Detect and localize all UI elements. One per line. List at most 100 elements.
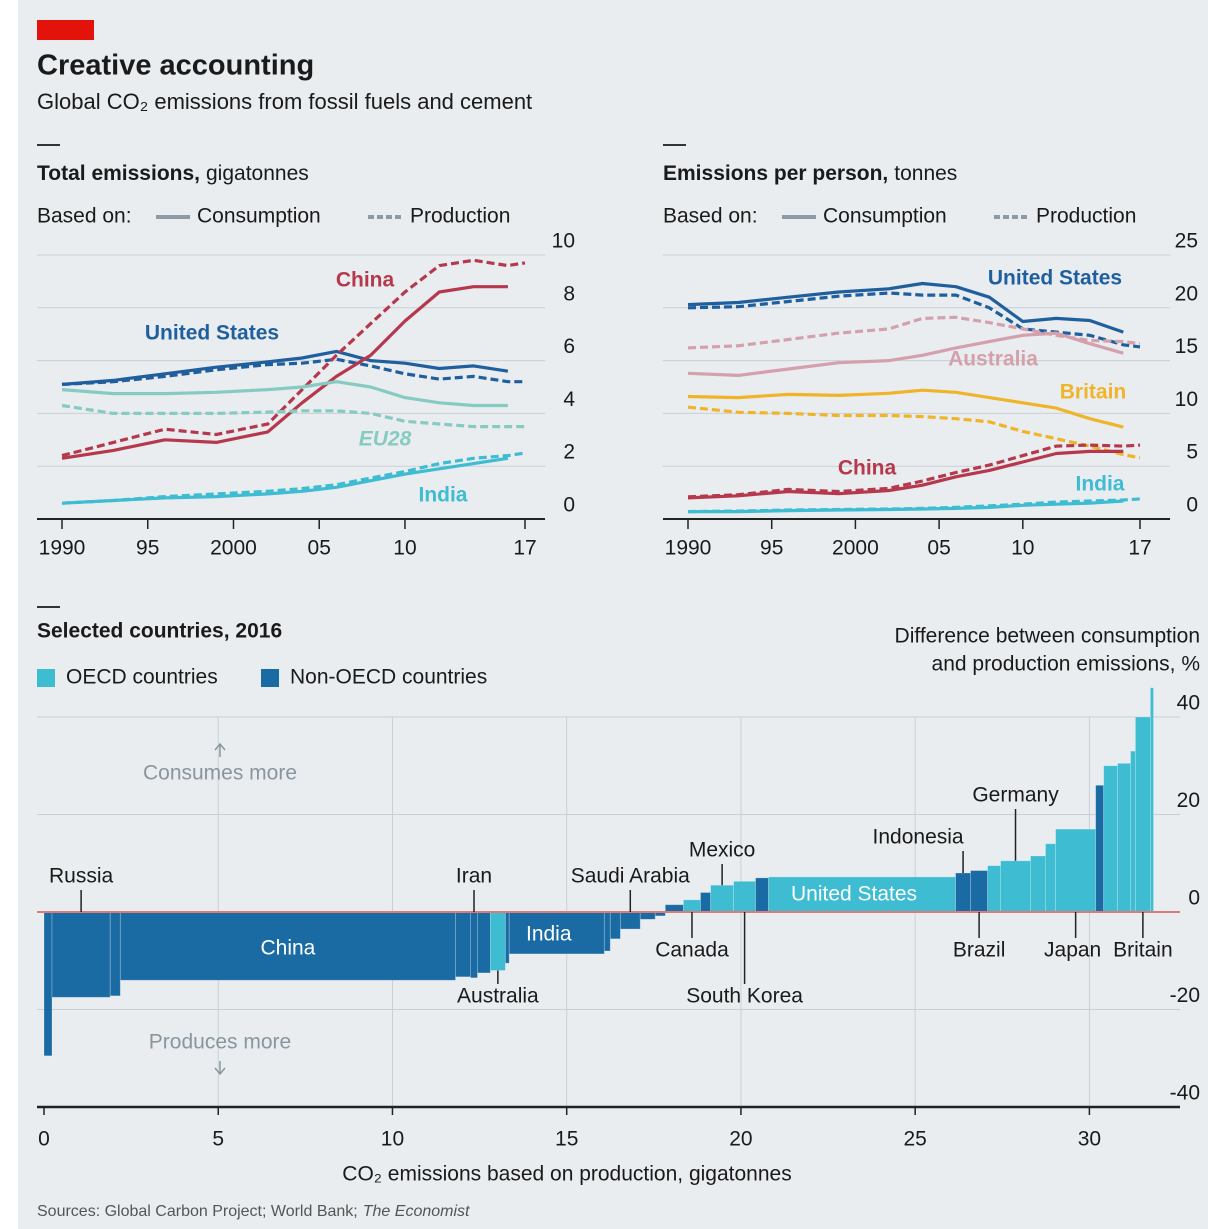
- chart-title-bold: Emissions per person,: [663, 162, 888, 185]
- bar: [1000, 860, 1031, 913]
- x-tick-label: 5: [212, 1128, 224, 1151]
- y-tick-label: 2: [563, 441, 575, 464]
- bar-label-inside: United States: [791, 883, 917, 906]
- bar-label: Saudi Arabia: [571, 865, 690, 888]
- bar: [987, 865, 1001, 913]
- x-tick-label: 05: [927, 537, 950, 560]
- x-tick-label: 10: [393, 537, 416, 560]
- source-italic: The Economist: [363, 1203, 470, 1220]
- series-label: Australia: [948, 348, 1038, 371]
- bar: [1103, 765, 1119, 913]
- legend-prefix: Based on:: [663, 205, 758, 228]
- chart-title: Emissions per person, tonnes: [663, 162, 957, 185]
- consumption-line: [688, 499, 1124, 514]
- chart-title-bold: Total emissions,: [37, 162, 200, 185]
- bar: [664, 904, 684, 913]
- bar: [755, 877, 769, 913]
- x-axis-title: CO₂ emissions based on production, gigat…: [342, 1163, 791, 1186]
- series-label: India: [418, 484, 467, 507]
- chart-title: Total emissions, gigatonnes: [37, 162, 309, 185]
- y-tick-label: -20: [1170, 984, 1200, 1007]
- y-tick-label: 4: [563, 388, 575, 411]
- bar-label: South Korea: [686, 985, 803, 1008]
- consumption-line: [61, 285, 508, 460]
- bar: [1030, 855, 1046, 913]
- panel-background: [18, 0, 1208, 1229]
- production-line: [61, 258, 526, 458]
- y-tick-label: 0: [1186, 494, 1198, 517]
- bar: [619, 911, 641, 930]
- legend-label: Production: [410, 205, 510, 228]
- bar-label: Iran: [456, 865, 492, 888]
- bar: [733, 880, 756, 913]
- legend-label: Production: [1036, 205, 1136, 228]
- x-tick-label: 2000: [210, 537, 257, 560]
- legend-swatch: [37, 669, 55, 687]
- arrow-up: [214, 742, 226, 757]
- bar: [109, 911, 121, 997]
- bar: [683, 899, 701, 913]
- legend-prefix: Based on:: [37, 205, 132, 228]
- source-text: Sources: Global Carbon Project; World Ba…: [37, 1203, 358, 1220]
- annotation: Produces more: [149, 1031, 291, 1054]
- x-tick-label: 17: [1128, 537, 1151, 560]
- consumption-line: [687, 281, 1124, 334]
- x-tick-label: 95: [136, 537, 159, 560]
- consumption-line: [61, 349, 509, 386]
- production-line: [687, 291, 1141, 349]
- bar: [639, 911, 656, 920]
- series-label: India: [1075, 473, 1124, 496]
- y-tick-label: 15: [1175, 335, 1198, 358]
- x-tick-label: 10: [1011, 537, 1034, 560]
- consumption-line: [687, 388, 1124, 429]
- y-tick-label: 20: [1175, 282, 1198, 305]
- bar: [603, 911, 611, 952]
- bar-label-inside: India: [526, 923, 572, 946]
- bar: [1149, 687, 1154, 913]
- y-tick-label: 10: [552, 230, 575, 253]
- series-label: EU28: [359, 428, 412, 451]
- consumption-line: [61, 456, 509, 505]
- bar: [1117, 762, 1131, 913]
- brand-tag: [37, 20, 94, 40]
- bar-label: Brazil: [953, 939, 1006, 962]
- bar-label: Russia: [49, 865, 114, 888]
- x-tick-label: 0: [38, 1128, 50, 1151]
- bar: [504, 911, 510, 964]
- legend-label: Non-OECD countries: [290, 666, 487, 689]
- legend-label: Consumption: [197, 205, 321, 228]
- legend-swatch: [261, 669, 279, 687]
- series-label: China: [336, 269, 395, 292]
- series-label: China: [838, 457, 897, 480]
- x-tick-label: 25: [903, 1128, 926, 1151]
- x-tick-label: 2000: [832, 537, 879, 560]
- x-tick-label: 10: [381, 1128, 404, 1151]
- production-line: [687, 315, 1141, 350]
- bar: [470, 911, 478, 979]
- source: Sources: Global Carbon Project; World Ba…: [37, 1203, 470, 1220]
- y-tick-label: 40: [1177, 692, 1200, 715]
- x-tick-label: 15: [555, 1128, 578, 1151]
- legend-label: OECD countries: [66, 666, 218, 689]
- chart-title: Selected countries, 2016: [37, 620, 282, 643]
- bar: [51, 911, 111, 998]
- y-tick-label: 8: [563, 282, 575, 305]
- subtitle: Global CO₂ emissions from fossil fuels a…: [37, 89, 532, 114]
- bar: [710, 884, 735, 913]
- x-tick-label: 1990: [39, 537, 86, 560]
- x-tick-label: 95: [760, 537, 783, 560]
- x-tick-label: 17: [513, 537, 536, 560]
- bar: [609, 911, 621, 940]
- bar-label: Australia: [457, 985, 539, 1008]
- production-line: [61, 403, 525, 429]
- y-tick-label: 25: [1175, 230, 1198, 253]
- bar: [489, 911, 506, 971]
- annotation: Consumes more: [143, 762, 297, 785]
- bar: [1095, 784, 1105, 913]
- series-label: United States: [988, 267, 1122, 290]
- y-axis-title: and production emissions, %: [932, 653, 1200, 676]
- bar: [768, 876, 956, 913]
- bar-label: Indonesia: [873, 826, 964, 849]
